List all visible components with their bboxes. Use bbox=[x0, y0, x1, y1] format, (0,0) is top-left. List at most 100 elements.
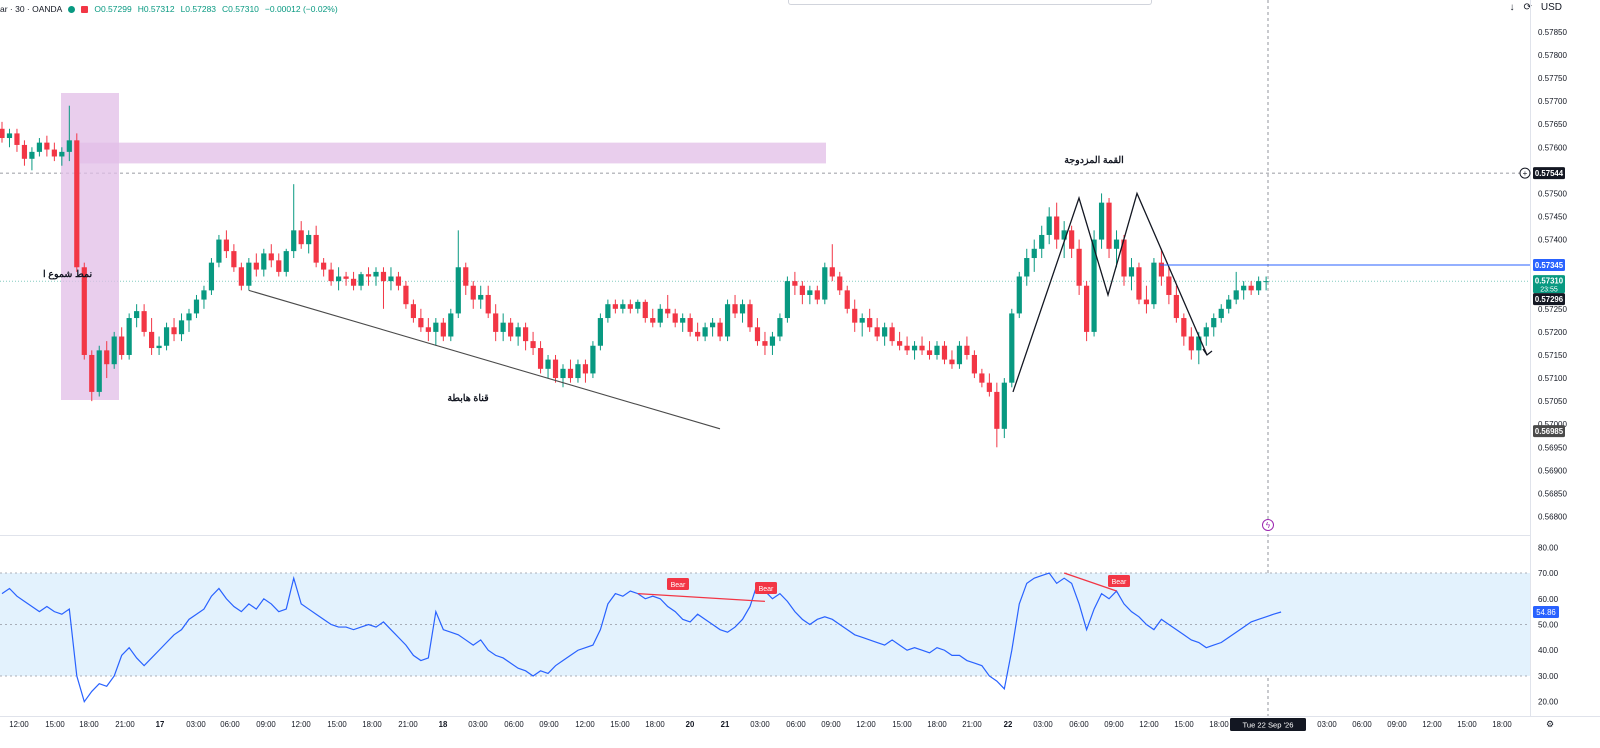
lightning-icon bbox=[1262, 519, 1274, 531]
candle-body bbox=[238, 267, 244, 286]
candle bbox=[231, 244, 237, 272]
candle bbox=[867, 308, 873, 332]
candle-body bbox=[350, 278, 357, 286]
candle-body bbox=[246, 262, 252, 286]
candle bbox=[463, 262, 469, 295]
candle-body bbox=[66, 140, 72, 152]
candle-body bbox=[268, 253, 274, 261]
candle-body bbox=[126, 318, 132, 355]
candle-body bbox=[96, 350, 102, 392]
candle-body bbox=[51, 149, 57, 157]
candle bbox=[934, 341, 940, 360]
candle bbox=[612, 299, 618, 314]
time-tick-label: 18:00 bbox=[79, 720, 99, 729]
low-level-badge-bg bbox=[1533, 425, 1565, 438]
candle-body bbox=[605, 304, 611, 319]
time-tick-label: 15:00 bbox=[892, 720, 912, 729]
candle-body bbox=[1188, 336, 1194, 351]
bear-divergence-line bbox=[1063, 572, 1117, 592]
candle bbox=[485, 285, 491, 319]
candle-body bbox=[1106, 202, 1112, 249]
plus-icon bbox=[1519, 167, 1531, 179]
rsi-current-text: 54.86 bbox=[1536, 608, 1556, 617]
time-tick-label: 15:00 bbox=[327, 720, 347, 729]
time-tick-label: 09:00 bbox=[1104, 720, 1124, 729]
time-tick-label: 18:00 bbox=[362, 720, 382, 729]
plus-glyph: + bbox=[1523, 169, 1528, 178]
candle-body bbox=[1091, 239, 1097, 332]
candle bbox=[852, 299, 858, 332]
candle-body bbox=[882, 327, 888, 337]
channel-trendline bbox=[248, 289, 721, 430]
candle-body bbox=[784, 281, 790, 319]
candle bbox=[859, 313, 865, 337]
candle-body bbox=[665, 308, 671, 314]
candle-body bbox=[552, 359, 559, 379]
candle-body bbox=[81, 267, 87, 355]
bear-label-bg bbox=[667, 578, 689, 590]
crosshair-time-label: Tue 22 Sep '26 bbox=[1230, 718, 1306, 731]
candle-body bbox=[1098, 202, 1105, 240]
candle bbox=[1203, 322, 1209, 346]
candle-body bbox=[1054, 216, 1060, 240]
time-tick-label: 15:00 bbox=[1457, 720, 1477, 729]
supply-zone bbox=[80, 142, 826, 164]
candle bbox=[1263, 276, 1269, 291]
candle-body bbox=[739, 304, 746, 314]
candle-body bbox=[1136, 267, 1142, 300]
candle-body bbox=[904, 345, 910, 351]
flag-icon bbox=[81, 5, 89, 13]
time-tick-label: 03:00 bbox=[1033, 720, 1053, 729]
candle bbox=[433, 318, 439, 346]
candle-body bbox=[1039, 234, 1045, 249]
candle bbox=[163, 322, 170, 351]
time-tick-label: 09:00 bbox=[1387, 720, 1407, 729]
time-tick-label: 21:00 bbox=[962, 720, 982, 729]
popup-edge bbox=[788, 0, 1152, 5]
candle bbox=[193, 294, 200, 319]
candle bbox=[1106, 198, 1112, 259]
candle bbox=[343, 271, 349, 286]
rsi-tick-label: 60.00 bbox=[1538, 595, 1559, 604]
candle bbox=[141, 304, 147, 337]
candle bbox=[1084, 281, 1090, 342]
candle bbox=[994, 382, 1000, 448]
candle-body bbox=[515, 327, 521, 337]
candle bbox=[814, 285, 820, 305]
candle bbox=[44, 135, 50, 157]
candle-body bbox=[1084, 285, 1090, 332]
candle-body bbox=[321, 262, 327, 270]
candle bbox=[1211, 313, 1217, 337]
candle bbox=[635, 299, 641, 314]
candle-body bbox=[1248, 285, 1254, 291]
dashed-level-badge: 0.57544 bbox=[1533, 167, 1565, 180]
price-tick-label: 0.57850 bbox=[1538, 28, 1567, 37]
candle bbox=[597, 313, 603, 351]
candle bbox=[201, 285, 207, 309]
candle-body bbox=[463, 267, 469, 286]
candle-body bbox=[455, 267, 461, 314]
candle bbox=[313, 225, 319, 268]
candle bbox=[762, 331, 768, 355]
candle bbox=[620, 299, 626, 314]
time-tick-label: 06:00 bbox=[1069, 720, 1089, 729]
arrow-down-icon[interactable]: ↓ bbox=[1509, 2, 1515, 13]
candle bbox=[680, 313, 686, 332]
candle bbox=[403, 281, 409, 309]
candle-body bbox=[253, 262, 259, 270]
symbol-title[interactable]: ar · 30 · OANDA bbox=[0, 4, 63, 14]
refresh-icon[interactable]: ⟳ bbox=[1523, 2, 1532, 13]
low-level-badge: 0.56985 bbox=[1533, 425, 1565, 438]
candle bbox=[216, 234, 222, 268]
currency-label[interactable]: USD bbox=[1540, 2, 1562, 13]
candle bbox=[328, 262, 334, 286]
candle bbox=[567, 359, 574, 383]
last-price-bg bbox=[1533, 275, 1565, 294]
candle-body bbox=[395, 276, 402, 286]
candle bbox=[1098, 193, 1105, 249]
time-tick-label: 17 bbox=[156, 720, 165, 729]
candle bbox=[1226, 294, 1232, 314]
candle-body bbox=[941, 345, 948, 360]
time-tick-label: 03:00 bbox=[1317, 720, 1337, 729]
